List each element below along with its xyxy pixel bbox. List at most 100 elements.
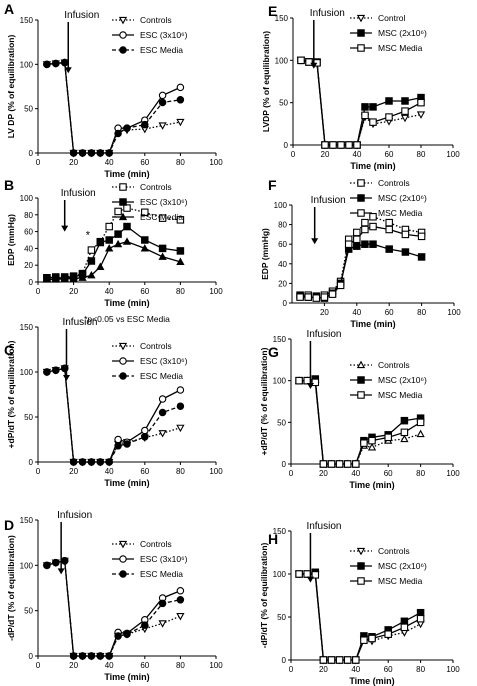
data-point: [361, 240, 369, 248]
data-point: [385, 225, 393, 234]
data-point: [96, 149, 105, 157]
y-tick-label: 50: [277, 613, 286, 622]
data-point: [60, 58, 69, 67]
infusion-label: Infusion: [310, 8, 345, 19]
data-point: [352, 460, 360, 468]
data-point: [114, 230, 122, 238]
panel-a: A 0 20 40 60 80 100 0 50 100 150 Time (min) LV DP (%…: [4, 1, 223, 179]
data-point: [353, 242, 361, 250]
data-point: [335, 460, 344, 468]
data-point: [400, 434, 409, 443]
x-tick-label: 60: [140, 467, 149, 476]
x-tick-label: 60: [140, 287, 149, 296]
data-point: [158, 98, 167, 107]
data-point: [123, 630, 131, 638]
data-point: [369, 240, 377, 248]
data-point: [113, 239, 123, 248]
data-point: [319, 460, 328, 468]
data-point: [87, 149, 96, 157]
y-tick-label: 150: [273, 335, 287, 344]
infusion-arrow-head: [306, 576, 314, 583]
legend-label: MSC (2x10⁶): [378, 193, 427, 203]
panel-f: F 20 40 60 80 100 0 20 40 60 80 100 Time (min) EDP (m…: [260, 177, 461, 329]
legend-marker: [119, 183, 127, 191]
legend-label: MSC (2x10⁶): [378, 561, 427, 571]
data-point: [114, 632, 122, 640]
x-axis-title: Time (min): [350, 161, 395, 171]
x-tick-label: 0: [36, 158, 41, 167]
legend-marker: [357, 391, 365, 399]
legend-label: Controls: [378, 178, 410, 188]
y-tick-label: 40: [278, 260, 287, 269]
panel-label: H: [268, 531, 278, 547]
data-point: [384, 630, 392, 638]
data-point: [176, 83, 185, 92]
infusion-label: Infusion: [311, 195, 346, 206]
data-point: [114, 442, 122, 450]
data-point: [158, 430, 167, 438]
y-tick-label: 0: [282, 460, 287, 469]
legend-marker: [119, 372, 127, 380]
y-tick-label: 100: [273, 570, 287, 579]
x-tick-label: 100: [209, 158, 223, 167]
data-point: [158, 599, 167, 608]
infusion-arrow-head: [64, 67, 72, 74]
x-axis-title: Time (min): [104, 169, 149, 179]
legend-marker: [119, 46, 127, 54]
legend-label: Control: [378, 13, 406, 23]
y-axis-title: -dP/dT (% of equilibration): [259, 542, 269, 648]
y-tick-label: 0: [29, 652, 34, 661]
legend-label: Controls: [140, 15, 172, 25]
data-point: [312, 294, 321, 302]
data-point: [400, 114, 410, 123]
y-tick-label: 100: [20, 60, 34, 69]
data-point: [96, 238, 105, 247]
data-point: [96, 262, 105, 270]
legend-label: ESC (3x10⁶): [140, 554, 188, 564]
x-tick-label: 0: [36, 661, 41, 670]
data-point: [176, 586, 185, 595]
x-tick-label: 80: [176, 287, 185, 296]
y-axis-title: -dP/dT (% of equilibration): [6, 535, 16, 641]
panel-label: C: [4, 342, 14, 358]
y-tick-label: 150: [20, 516, 34, 525]
x-tick-label: 60: [384, 665, 393, 674]
legend-label: MSC (2x10⁶): [378, 28, 427, 38]
data-point: [105, 222, 113, 231]
legend-marker: [357, 376, 365, 384]
data-point: [114, 207, 122, 216]
y-tick-label: 0: [29, 458, 34, 467]
x-tick-label: 40: [352, 308, 361, 317]
data-point: [336, 281, 345, 290]
x-tick-label: 80: [416, 665, 425, 674]
legend-label: MSC Media: [378, 208, 423, 218]
data-point: [96, 458, 105, 466]
data-point: [327, 656, 336, 664]
y-tick-label: 40: [24, 244, 33, 253]
series-line: [46, 225, 181, 279]
data-point: [321, 141, 329, 149]
data-point: [400, 416, 409, 425]
y-tick-label: 0: [284, 141, 289, 150]
y-tick-label: 60: [278, 240, 287, 249]
data-point: [69, 149, 78, 157]
data-point: [105, 236, 113, 244]
data-point: [141, 426, 149, 435]
x-tick-label: 0: [36, 467, 41, 476]
y-tick-label: 100: [275, 56, 289, 65]
data-point: [368, 634, 376, 643]
footnote: *p<0.05 vs ESC Media: [84, 314, 170, 324]
data-point: [303, 376, 311, 385]
data-point: [78, 273, 87, 281]
x-axis-title: Time (min): [349, 676, 394, 686]
y-tick-label: 50: [24, 105, 33, 114]
data-point: [87, 458, 96, 466]
data-point: [114, 129, 122, 138]
x-tick-label: 60: [140, 661, 149, 670]
data-point: [416, 608, 425, 617]
data-point: [369, 222, 377, 231]
data-point: [176, 257, 185, 265]
x-tick-label: 0: [289, 469, 294, 478]
x-tick-label: 20: [69, 158, 78, 167]
legend-label: ESC Media: [140, 569, 183, 579]
